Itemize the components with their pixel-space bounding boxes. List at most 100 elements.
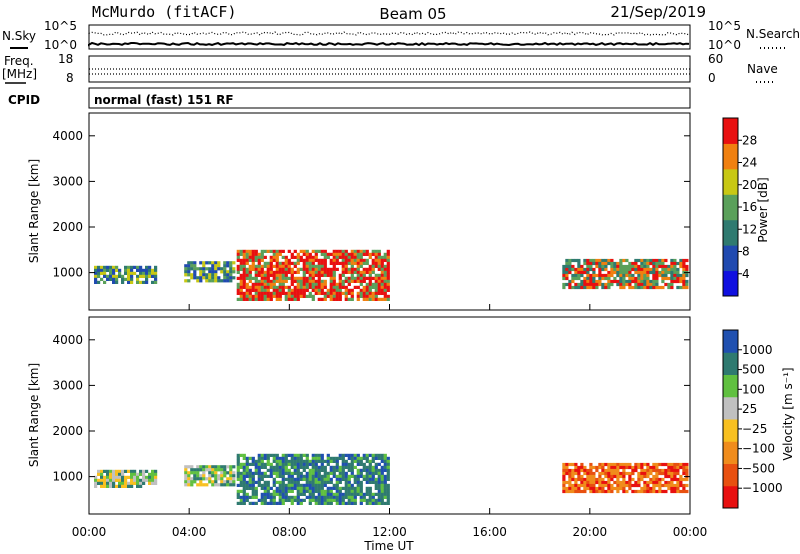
data-cell <box>640 471 644 476</box>
data-cell <box>232 267 236 271</box>
data-cell <box>226 279 230 283</box>
data-cell <box>236 249 240 253</box>
data-cell <box>269 498 273 502</box>
data-cell <box>380 474 384 478</box>
data-cell <box>580 267 584 272</box>
data-cell <box>269 495 273 499</box>
data-cell <box>293 279 297 283</box>
data-cell <box>115 478 119 482</box>
data-cell <box>305 294 309 298</box>
data-cell <box>115 469 119 473</box>
data-cell <box>245 255 249 259</box>
data-cell <box>145 280 149 284</box>
data-cell <box>130 472 134 476</box>
data-cell <box>676 273 680 278</box>
data-cell <box>598 282 602 287</box>
data-cell <box>640 279 644 284</box>
data-cell <box>634 282 638 287</box>
data-cell <box>245 459 249 463</box>
colorbar-segment <box>723 330 738 353</box>
data-cell <box>658 486 662 491</box>
data-cell <box>670 261 674 266</box>
data-cell <box>287 495 291 499</box>
data-cell <box>655 270 659 275</box>
data-cell <box>353 249 357 253</box>
data-cell <box>562 276 566 281</box>
data-cell <box>229 264 233 268</box>
data-cell <box>205 261 209 265</box>
data-cell <box>341 465 345 469</box>
data-cell <box>383 477 387 481</box>
data-cell <box>299 486 303 490</box>
data-cell <box>287 294 291 298</box>
data-cell <box>365 486 369 490</box>
data-cell <box>260 495 264 499</box>
data-cell <box>248 468 252 472</box>
data-cell <box>371 258 375 262</box>
data-cell <box>676 267 680 272</box>
data-cell <box>580 285 584 290</box>
data-cell <box>263 297 267 301</box>
data-cell <box>640 465 644 470</box>
x-tick-label: 04:00 <box>172 525 207 539</box>
data-cell <box>670 273 674 278</box>
data-cell <box>311 480 315 484</box>
data-cell <box>290 273 294 277</box>
data-cell <box>374 249 378 253</box>
data-cell <box>344 276 348 280</box>
data-cell <box>341 492 345 496</box>
data-cell <box>317 273 321 277</box>
data-cell <box>374 480 378 484</box>
data-cell <box>311 492 315 496</box>
data-cell <box>368 273 372 277</box>
data-cell <box>112 469 116 473</box>
data-cell <box>217 477 221 481</box>
data-cell <box>317 468 321 472</box>
data-cell <box>320 453 324 457</box>
data-cell <box>335 465 339 469</box>
data-cell <box>664 468 668 473</box>
data-cell <box>661 258 665 263</box>
data-cell <box>115 472 119 476</box>
data-cell <box>196 276 200 280</box>
data-cell <box>305 276 309 280</box>
data-cell <box>598 279 602 284</box>
data-cell <box>383 264 387 268</box>
data-cell <box>646 480 650 485</box>
data-cell <box>667 465 671 470</box>
data-cell <box>248 267 252 271</box>
data-cell <box>607 474 611 479</box>
data-cell <box>676 477 680 482</box>
data-cell <box>661 264 665 269</box>
data-cell <box>326 255 330 259</box>
data-cell <box>242 489 246 493</box>
data-cell <box>332 468 336 472</box>
data-cell <box>109 469 113 473</box>
data-cell <box>311 264 315 268</box>
data-cell <box>154 271 158 275</box>
data-cell <box>344 501 348 505</box>
data-cell <box>344 480 348 484</box>
data-cell <box>586 267 590 272</box>
data-cell <box>317 270 321 274</box>
data-cell <box>187 483 191 487</box>
data-cell <box>661 267 665 272</box>
data-cell <box>562 285 566 290</box>
data-cell <box>341 252 345 256</box>
data-cell <box>634 276 638 281</box>
data-cell <box>199 273 203 277</box>
data-cell <box>667 270 671 275</box>
data-cell <box>646 276 650 281</box>
data-cell <box>643 267 647 272</box>
data-cell <box>604 468 608 473</box>
data-cell <box>290 462 294 466</box>
data-cell <box>199 261 203 265</box>
data-cell <box>652 282 656 287</box>
nave-tick-top: 60 <box>708 52 723 66</box>
data-cell <box>628 486 632 491</box>
data-cell <box>223 276 227 280</box>
colorbar-segment <box>723 396 738 420</box>
data-cell <box>565 282 569 287</box>
data-cell <box>199 270 203 274</box>
data-cell <box>386 270 390 274</box>
